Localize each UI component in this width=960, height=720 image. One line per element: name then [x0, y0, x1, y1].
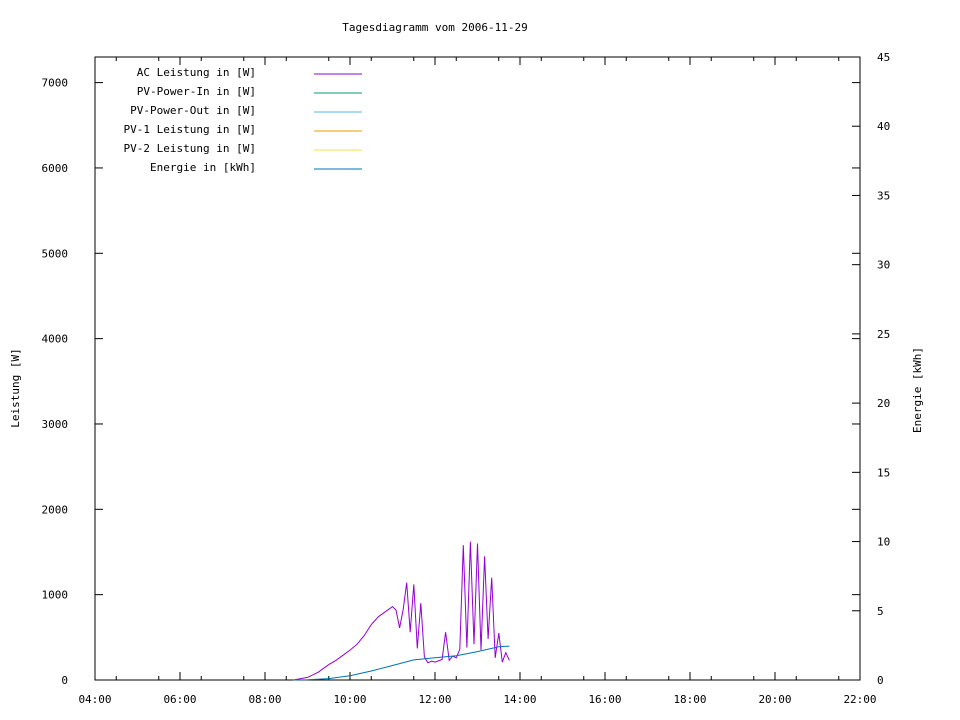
legend-label: Energie in [kWh] — [150, 161, 256, 174]
x-tick-label: 06:00 — [163, 693, 196, 706]
y-axis-left: 0 1000 2000 3000 4000 5000 6000 7000 — [42, 77, 860, 687]
y-tick-label: 7000 — [42, 77, 69, 90]
y-axis-label: Leistung [W] — [9, 348, 22, 427]
y2-tick-label: 10 — [877, 536, 890, 549]
x-tick-label: 10:00 — [333, 693, 366, 706]
y2-tick-label: 5 — [877, 605, 884, 618]
x-axis: 04:00 06:00 08:00 10:00 12:00 14:00 16:00 18:00… — [78, 57, 877, 706]
legend-label: PV-1 Leistung in [W] — [124, 123, 256, 136]
y2-tick-label: 20 — [877, 397, 890, 410]
y2-tick-label: 40 — [877, 120, 890, 133]
legend: AC Leistung in [W] PV-Power-In in [W] PV-P… — [124, 66, 362, 174]
legend-label: PV-2 Leistung in [W] — [124, 142, 256, 155]
x-tick-label: 16:00 — [588, 693, 621, 706]
y2-tick-label: 45 — [877, 51, 890, 64]
series-group — [293, 541, 510, 681]
y2-axis-label: Energie [kWh] — [911, 347, 924, 433]
y2-tick-label: 0 — [877, 674, 884, 687]
x-tick-label: 14:00 — [503, 693, 536, 706]
y-tick-label: 1000 — [42, 589, 69, 602]
y-axis-right: 0 5 10 15 20 25 30 35 40 45 — [852, 51, 890, 687]
y-tick-label: 5000 — [42, 247, 69, 260]
y2-tick-label: 25 — [877, 328, 890, 341]
y2-tick-label: 35 — [877, 189, 890, 202]
legend-label: PV-Power-Out in [W] — [130, 104, 256, 117]
y-tick-label: 0 — [61, 674, 68, 687]
plot-frame — [94, 56, 861, 681]
chart-title: Tagesdiagramm vom 2006-11-29 — [342, 21, 527, 34]
y-tick-label: 4000 — [42, 333, 69, 346]
series-line-5 — [293, 645, 510, 681]
x-tick-label: 04:00 — [78, 693, 111, 706]
x-tick-label: 22:00 — [843, 693, 876, 706]
x-tick-label: 20:00 — [758, 693, 791, 706]
y2-tick-label: 30 — [877, 259, 890, 272]
y-tick-label: 6000 — [42, 162, 69, 175]
y-tick-label: 2000 — [42, 503, 69, 516]
legend-label: PV-Power-In in [W] — [137, 85, 256, 98]
x-tick-label: 08:00 — [248, 693, 281, 706]
legend-label: AC Leistung in [W] — [137, 66, 256, 79]
y-tick-label: 3000 — [42, 418, 69, 431]
x-tick-label: 18:00 — [673, 693, 706, 706]
x-tick-label: 12:00 — [418, 693, 451, 706]
y2-tick-label: 15 — [877, 466, 890, 479]
series-line-0 — [293, 541, 510, 681]
